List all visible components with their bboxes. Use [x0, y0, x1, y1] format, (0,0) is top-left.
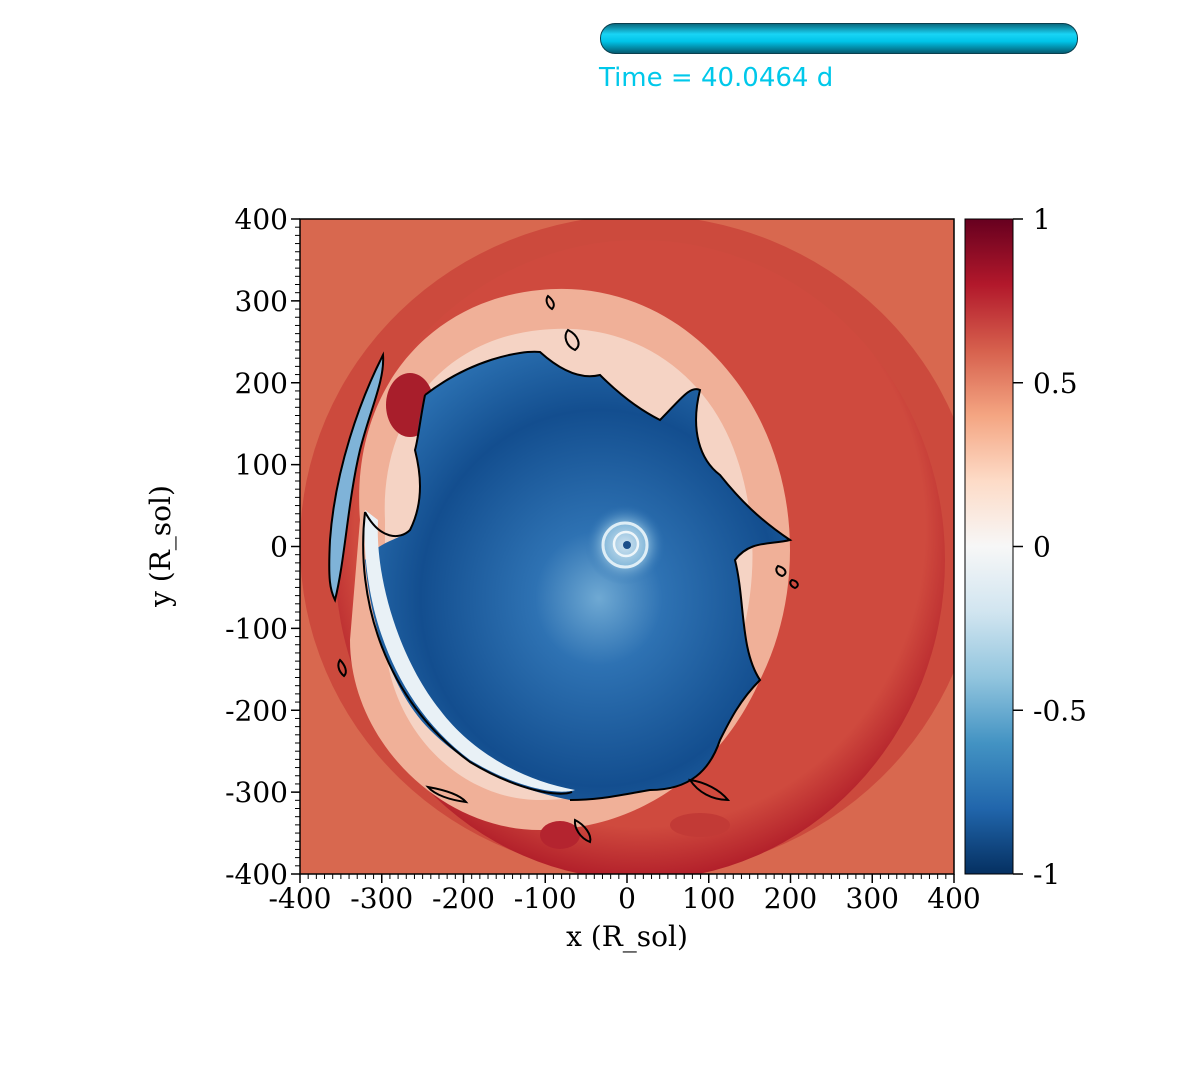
y-tick-label: 0 [270, 531, 288, 564]
y-tick-label: 200 [235, 367, 288, 400]
y-tick-label: -300 [225, 776, 288, 809]
y-tick-label: 400 [235, 203, 288, 236]
y-axis: 400 300 200 100 0 -100 -200 -300 -400 [225, 203, 300, 891]
time-progress-fill [601, 24, 1077, 53]
field-image [300, 219, 954, 874]
colorbar [964, 218, 1014, 875]
colorbar-tick-label: 0 [1033, 531, 1051, 564]
x-tick-label: 0 [618, 882, 636, 915]
y-axis-label: y (R_sol) [144, 485, 177, 608]
y-tick-label: -400 [225, 858, 288, 891]
time-label: Time = 40.0464 d [598, 63, 833, 93]
y-tick-label: -200 [225, 694, 288, 727]
colorbar-tick-label: 0.5 [1033, 367, 1078, 400]
colorbar-axis: 1 0.5 0 -0.5 -1 [1013, 203, 1087, 891]
x-tick-label: 200 [764, 882, 817, 915]
x-tick-label: -100 [514, 882, 577, 915]
time-progress-bar [600, 23, 1078, 54]
x-tick-label: 100 [682, 882, 735, 915]
colorbar-tick-label: 1 [1033, 203, 1051, 236]
colorbar-tick-label: -1 [1033, 858, 1060, 891]
y-tick-label: 100 [235, 449, 288, 482]
x-axis: -400 -300 -200 -100 0 100 200 300 400 [269, 874, 981, 915]
colorbar-tick-label: -0.5 [1033, 694, 1087, 727]
x-tick-label: 300 [846, 882, 899, 915]
x-tick-label: -200 [432, 882, 495, 915]
x-tick-label: 400 [927, 882, 980, 915]
y-tick-label: -100 [225, 612, 288, 645]
x-axis-label: x (R_sol) [566, 920, 688, 953]
x-tick-label: -400 [269, 882, 332, 915]
x-tick-label: -300 [350, 882, 413, 915]
y-tick-label: 300 [235, 285, 288, 318]
